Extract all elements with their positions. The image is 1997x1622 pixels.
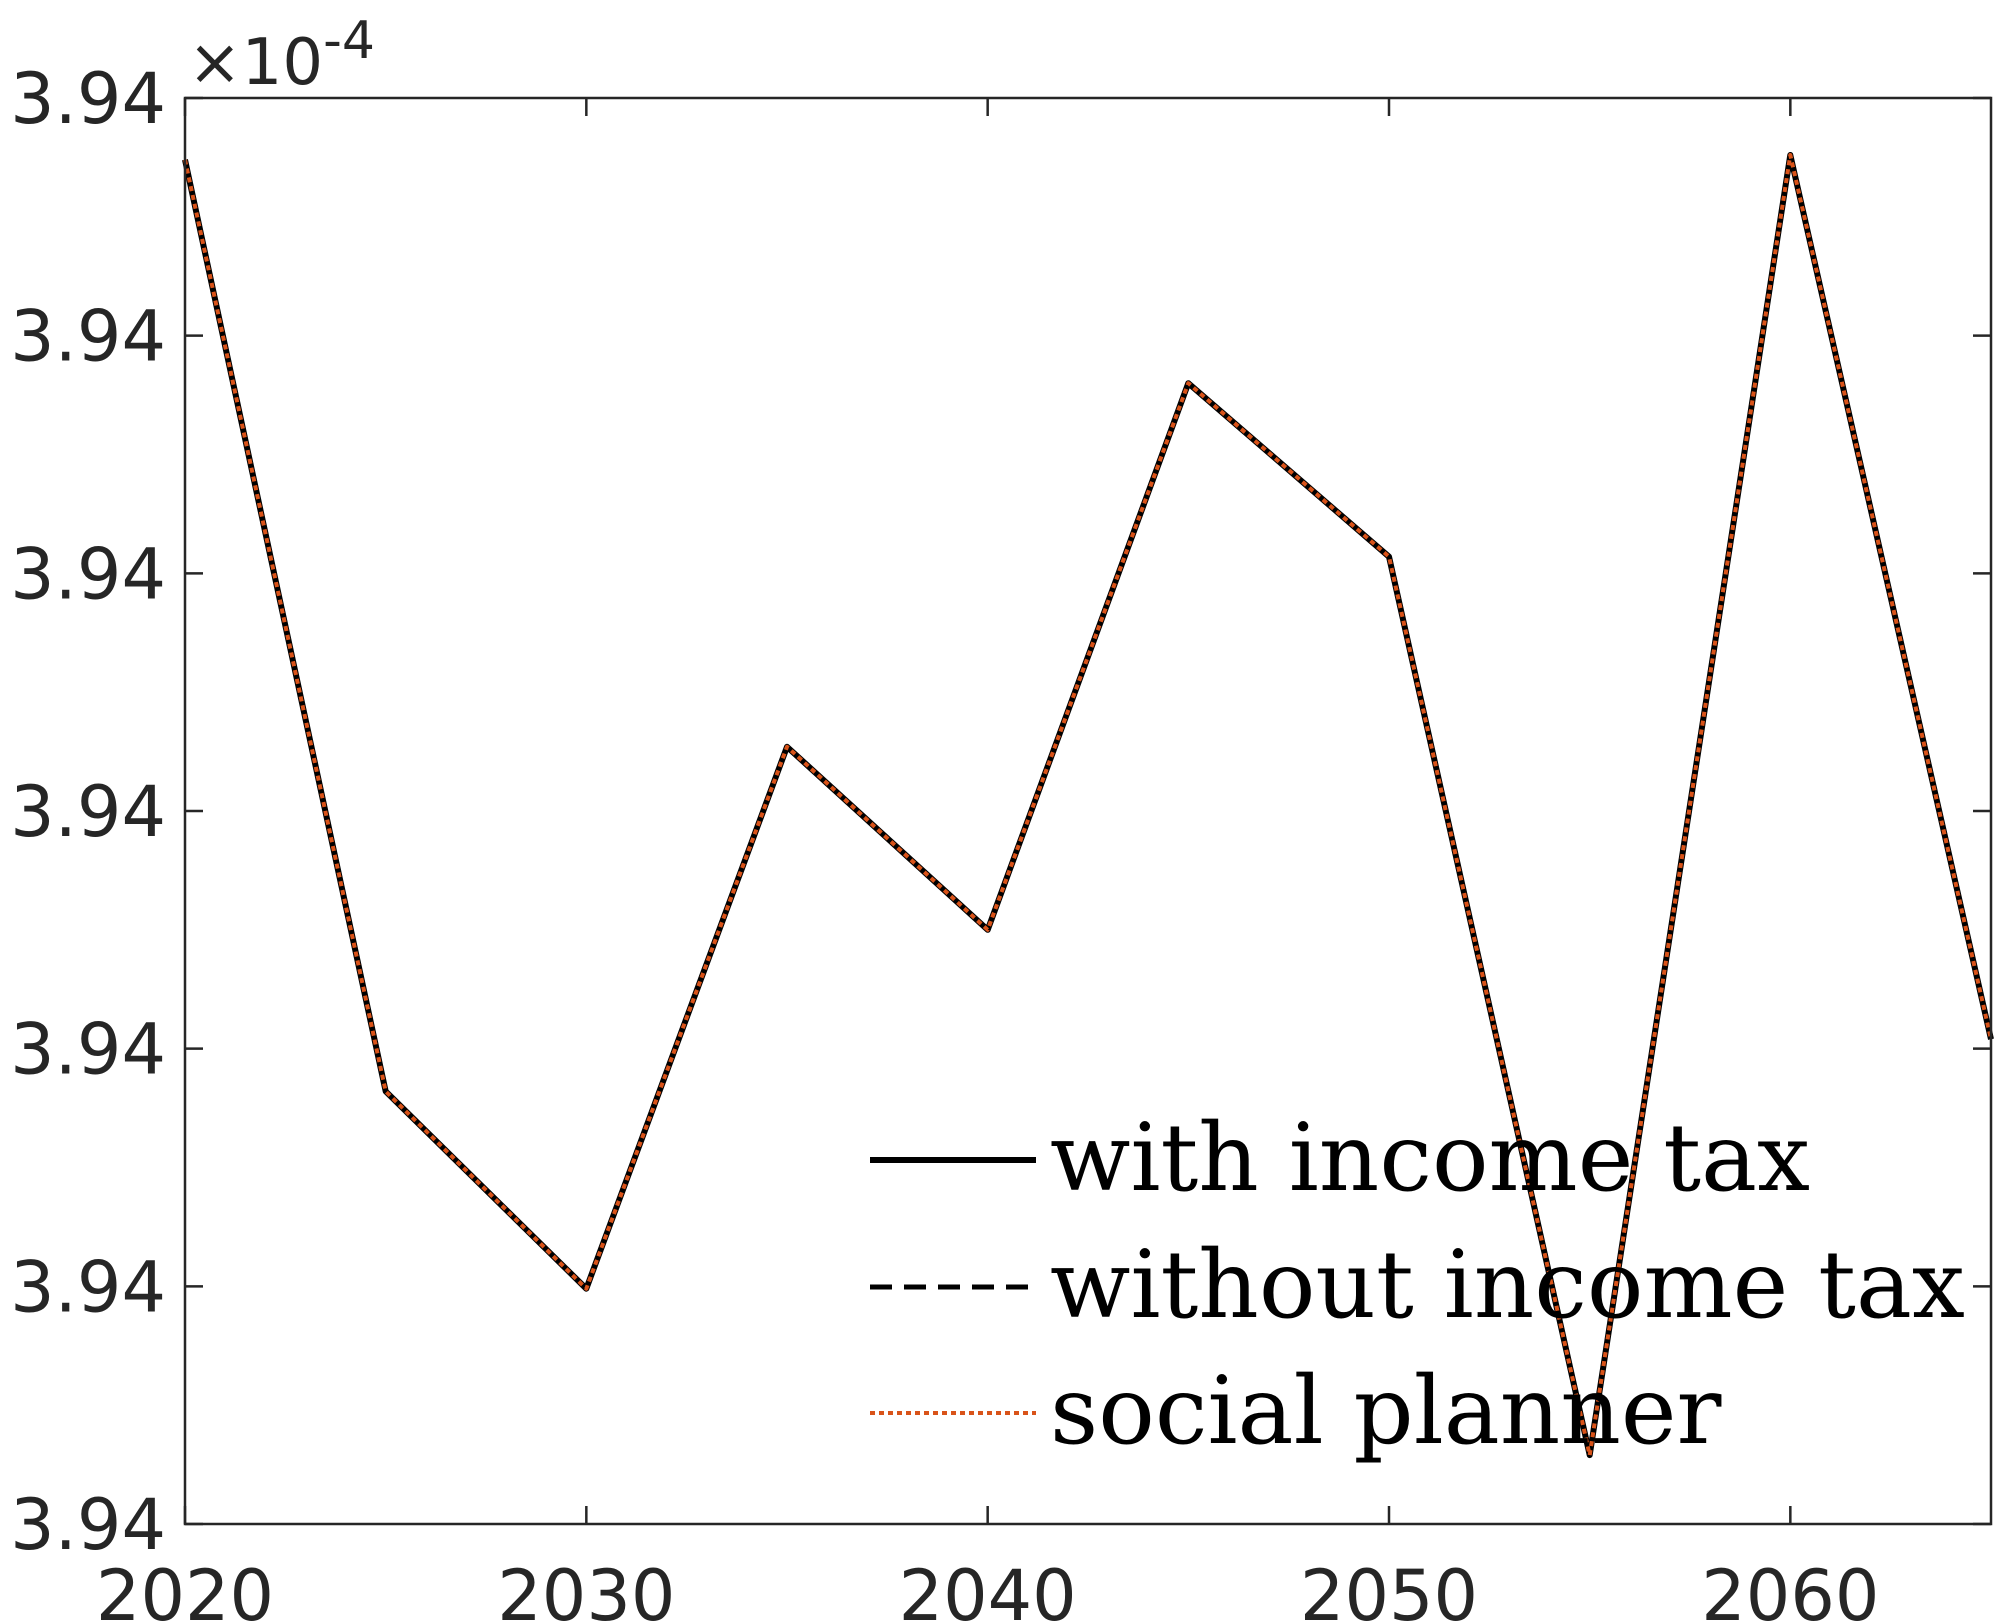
y-tick-label: 3.94 — [10, 1484, 166, 1566]
legend: with income tax without income tax social … — [870, 1104, 1965, 1466]
x-tick-label: 2030 — [497, 1555, 675, 1622]
series-line-2 — [183, 153, 1993, 1458]
exponent-label: ×10-4 — [188, 11, 375, 100]
x-tick-label: 2020 — [96, 1555, 274, 1622]
y-tick-label: 3.94 — [10, 296, 166, 378]
legend-label-1: without income tax — [1050, 1231, 1965, 1340]
series-layer — [182, 152, 1994, 1459]
x-tick-labels: 2020 2030 2040 2050 2060 — [96, 1555, 1879, 1622]
y-tick-label: 3.94 — [10, 771, 166, 853]
y-tick-label: 3.94 — [10, 533, 166, 615]
y-tick-labels: 3.94 3.94 3.94 3.94 3.94 3.94 3.94 — [10, 58, 166, 1566]
y-tick-label: 3.94 — [10, 58, 166, 140]
legend-label-2: social planner — [1050, 1357, 1722, 1466]
x-tick-label: 2050 — [1300, 1555, 1478, 1622]
legend-label-0: with income tax — [1050, 1104, 1810, 1213]
exponent-power: -4 — [323, 11, 375, 71]
x-tick-label: 2040 — [899, 1555, 1077, 1622]
x-tick-label: 2060 — [1701, 1555, 1879, 1622]
tick-layer — [183, 96, 1991, 1526]
y-tick-label: 3.94 — [10, 1246, 166, 1328]
y-tick-label: 3.94 — [10, 1009, 166, 1091]
